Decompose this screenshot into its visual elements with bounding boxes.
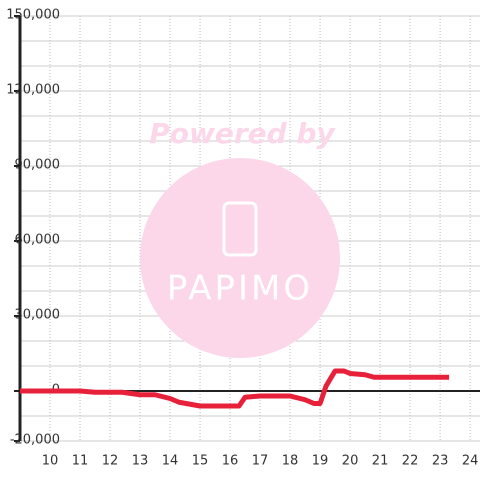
- x-tick-label: 23: [432, 454, 449, 469]
- x-tick-label: 15: [192, 454, 209, 469]
- watermark-circle: [140, 158, 340, 358]
- y-tick-label: 60,000: [15, 233, 61, 248]
- x-tick-label: 16: [222, 454, 239, 469]
- x-tick-label: 10: [42, 454, 59, 469]
- y-tick-label: -20,000: [10, 433, 60, 448]
- watermark-phone: [222, 201, 258, 257]
- x-tick-label: 12: [102, 454, 119, 469]
- x-tick-label: 18: [282, 454, 299, 469]
- watermark-brand: PAPIMO: [167, 269, 313, 309]
- x-tick-label: 20: [342, 454, 359, 469]
- x-tick-label: 11: [72, 454, 89, 469]
- y-tick-label: 120,000: [6, 83, 60, 98]
- data-line: [20, 368, 450, 409]
- watermark-title: Powered by: [149, 117, 336, 150]
- y-tick-label: 30,000: [15, 308, 61, 323]
- y-tick-label: 150,000: [6, 8, 60, 23]
- x-tick-label: 24: [462, 454, 479, 469]
- x-tick-label: 22: [402, 454, 419, 469]
- x-tick-label: 17: [252, 454, 269, 469]
- x-tick-label: 14: [162, 454, 179, 469]
- x-tick-label: 19: [312, 454, 329, 469]
- x-tick-label: 21: [372, 454, 389, 469]
- y-tick-label: 90,000: [15, 158, 61, 173]
- x-tick-label: 13: [132, 454, 149, 469]
